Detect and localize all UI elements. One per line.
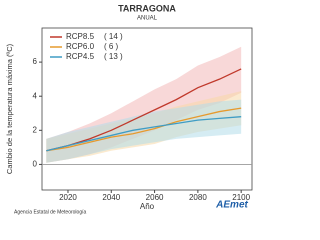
y-axis-label: Cambio de la temperatura máxima (ºC) [5,43,14,174]
chart-title: TARRAGONA [118,3,176,13]
y-tick-label: 2 [33,125,38,134]
x-tick-label: 2040 [102,193,120,202]
series-line [46,107,242,152]
legend-count: ( 14 ) [104,32,123,41]
x-tick-label: 2100 [232,193,250,202]
x-tick-label: 2060 [146,193,164,202]
plot-frame [41,27,253,191]
chart-subtitle: ANUAL [137,16,158,22]
legend-label: RCP6.0 [66,42,95,51]
x-axis-label: Año [140,202,155,211]
y-tick-label: 0 [33,160,38,169]
legend-count: ( 6 ) [104,42,119,51]
y-tick-label: 4 [33,91,38,100]
logo: AEmet [215,200,248,211]
series-line [46,116,242,152]
y-tick-label: 6 [33,57,38,66]
series-line [46,68,242,152]
source: Agencia Estatal de Meteorología [14,209,86,215]
legend-label: RCP8.5 [66,32,95,41]
x-tick-label: 2020 [59,193,77,202]
chart: TARRAGONA ANUAL Cambio de la temperatura… [5,3,253,215]
legend-label: RCP4.5 [66,52,95,61]
x-tick-label: 2080 [189,193,207,202]
legend-count: ( 13 ) [104,52,123,61]
